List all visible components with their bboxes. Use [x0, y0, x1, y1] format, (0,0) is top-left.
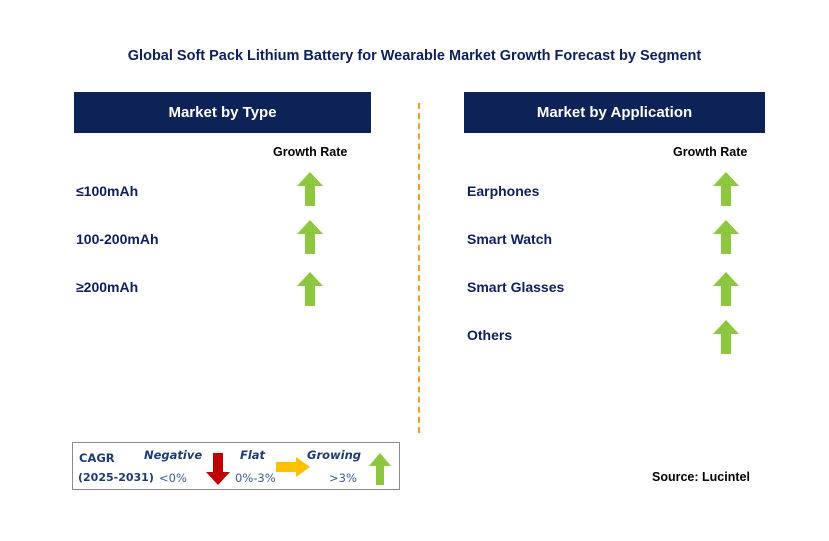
- growing-arrow-icon: [713, 220, 739, 254]
- market-by-type-header: Market by Type: [74, 92, 371, 133]
- chart-title: Global Soft Pack Lithium Battery for Wea…: [127, 48, 702, 64]
- legend-growing-label: Growing: [307, 448, 361, 462]
- growing-arrow-icon: [713, 272, 739, 306]
- flat-arrow-icon: [276, 457, 310, 477]
- legend-flat-label: Flat: [240, 448, 266, 462]
- source-label: Source: Lucintel: [652, 470, 750, 484]
- legend-negative-label: Negative: [144, 448, 203, 462]
- negative-arrow-icon: [206, 453, 230, 485]
- application-row-label: Smart Glasses: [467, 279, 565, 295]
- growing-arrow-icon: [713, 172, 739, 206]
- application-row-label: Earphones: [467, 183, 540, 199]
- growing-arrow-icon: [297, 220, 323, 254]
- application-row-label: Smart Watch: [467, 231, 553, 247]
- legend-cagr-label: CAGR: [79, 451, 115, 465]
- growing-arrow-icon: [369, 453, 391, 485]
- application-row-label: Others: [467, 327, 513, 343]
- type-row-label: ≤100mAh: [76, 183, 139, 199]
- type-row-label: ≥200mAh: [76, 279, 139, 295]
- legend-period: (2025-2031): [78, 471, 154, 484]
- growing-arrow-icon: [713, 320, 739, 354]
- legend-negative-range: <0%: [159, 471, 187, 485]
- panel-divider: [418, 103, 420, 433]
- type-growth-rate-label: Growth Rate: [273, 145, 348, 159]
- application-growth-rate-label: Growth Rate: [673, 145, 748, 159]
- type-row-label: 100-200mAh: [76, 231, 159, 247]
- market-by-application-header: Market by Application: [464, 92, 765, 133]
- growing-arrow-icon: [297, 172, 323, 206]
- legend-flat-range: 0%-3%: [235, 471, 276, 485]
- cagr-legend: CAGR (2025-2031) Negative <0% Flat 0%-3%…: [72, 442, 400, 490]
- legend-growing-range: >3%: [329, 471, 357, 485]
- growing-arrow-icon: [297, 272, 323, 306]
